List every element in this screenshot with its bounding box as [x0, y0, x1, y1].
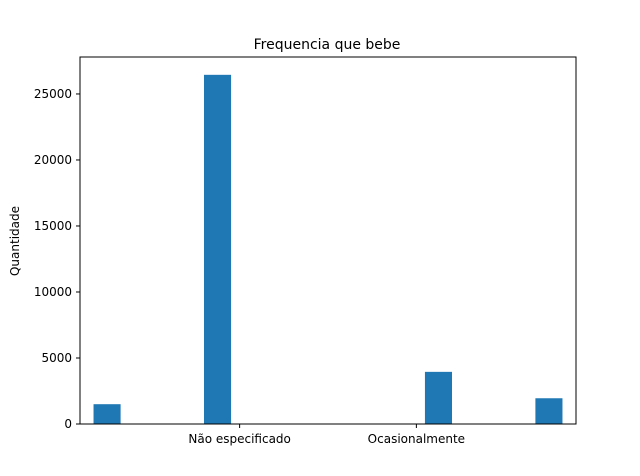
chart-title: Frequencia que bebe	[254, 37, 401, 53]
y-tick-label: 15000	[34, 219, 72, 233]
bar-2	[424, 371, 452, 424]
y-tick-label: 20000	[34, 153, 72, 167]
bars-group	[93, 74, 563, 424]
bar-3	[535, 398, 563, 424]
bar-0	[93, 404, 121, 424]
x-tick-label: Ocasionalmente	[368, 432, 465, 446]
y-tick-label: 25000	[34, 87, 72, 101]
y-tick-label: 10000	[34, 285, 72, 299]
x-axis-ticks: Não especificado Ocasionalmente	[188, 424, 465, 446]
plot-frame	[79, 56, 577, 425]
y-axis-ticks: 0 5000 10000 15000 20000 25000	[34, 87, 80, 431]
x-tick-label: Não especificado	[188, 432, 291, 446]
y-tick-label: 5000	[41, 351, 72, 365]
y-axis-label: Quantidade	[8, 206, 22, 276]
y-tick-label: 0	[64, 417, 72, 431]
bar-1	[204, 74, 232, 424]
